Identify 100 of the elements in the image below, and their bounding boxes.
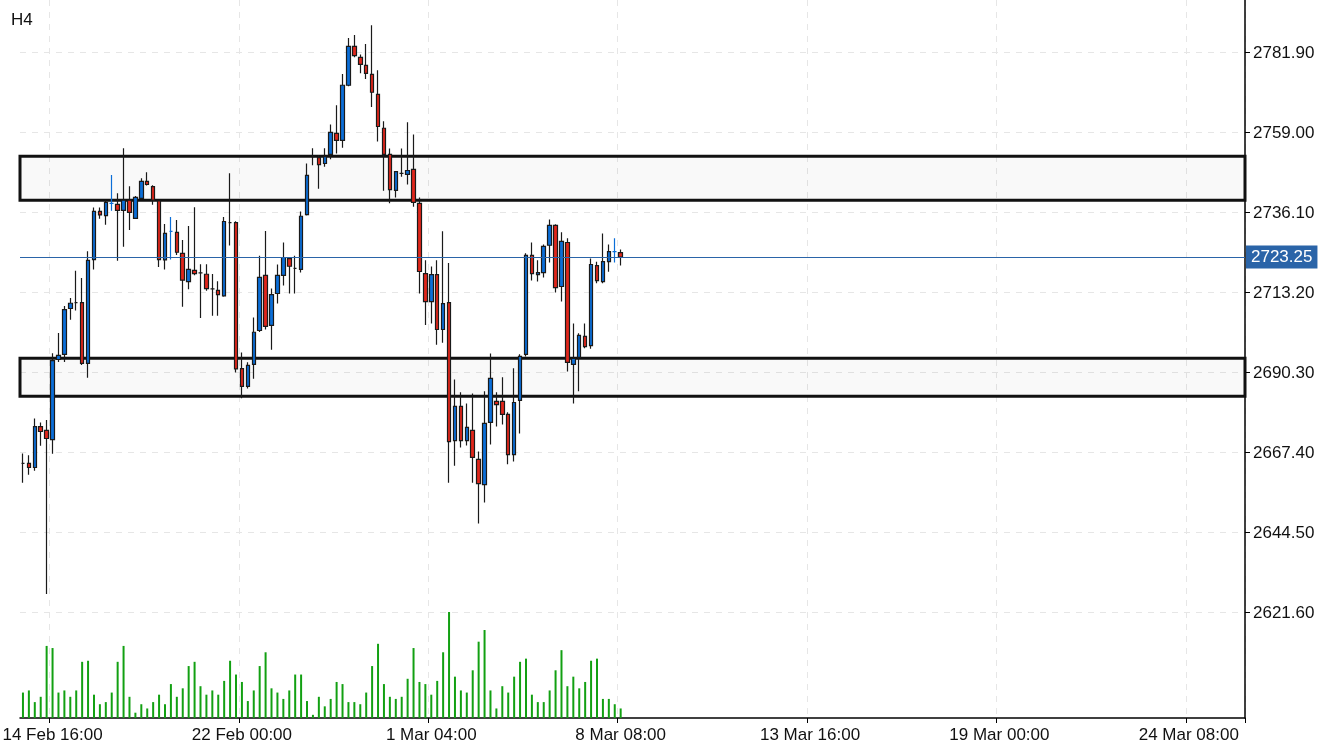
bar <box>453 676 456 718</box>
bar <box>104 702 107 718</box>
bar <box>240 681 243 718</box>
candlestick <box>85 250 91 379</box>
candlestick <box>357 53 364 74</box>
bar <box>116 661 119 718</box>
candlestick <box>375 69 381 143</box>
bar <box>388 696 391 718</box>
candlestick <box>245 361 251 390</box>
bar <box>542 702 545 718</box>
bar <box>459 690 462 718</box>
bar <box>442 652 445 718</box>
candlestick <box>67 297 74 321</box>
bar <box>536 702 539 718</box>
candlestick <box>97 206 103 220</box>
bar <box>158 694 161 718</box>
bar <box>146 708 149 718</box>
candlestick <box>540 243 547 279</box>
bar <box>323 706 326 718</box>
bar <box>406 678 409 718</box>
bar <box>317 696 320 718</box>
bar <box>98 704 101 718</box>
candlestick <box>209 273 216 317</box>
candlestick <box>582 322 588 349</box>
bar <box>584 681 587 718</box>
candlestick <box>298 210 304 274</box>
bar <box>306 701 309 718</box>
bar <box>566 686 569 718</box>
bar <box>300 674 303 718</box>
candlestick <box>26 454 32 476</box>
candlestick <box>156 199 162 268</box>
bar <box>560 650 563 718</box>
bar <box>418 681 421 718</box>
bar <box>169 684 172 718</box>
candlestick <box>61 305 68 363</box>
candlestick <box>292 255 298 295</box>
bar <box>27 690 30 718</box>
bar <box>223 680 226 718</box>
candlestick <box>215 280 221 317</box>
y-tick-label: 2713.20 <box>1253 282 1315 302</box>
bar <box>329 698 332 718</box>
candlestick <box>91 206 97 270</box>
bar <box>51 648 54 718</box>
candlestick <box>304 162 310 217</box>
candlestick <box>469 392 476 484</box>
candlestick <box>576 332 582 392</box>
bar <box>430 694 433 718</box>
bar <box>519 661 522 718</box>
bar <box>258 666 261 718</box>
ref-line-label: 2723.25 <box>1251 247 1313 267</box>
bar <box>288 690 291 718</box>
candlestick <box>458 391 464 449</box>
bar <box>465 692 468 718</box>
x-tick-label: 24 Mar 08:00 <box>1138 725 1239 744</box>
bar <box>448 612 451 718</box>
bar <box>211 690 214 718</box>
bar <box>590 660 593 718</box>
y-tick-label: 2621.60 <box>1253 602 1315 622</box>
bar <box>175 696 178 718</box>
y-tick-label: 2759.00 <box>1253 122 1315 142</box>
bar <box>264 652 267 718</box>
bar <box>489 690 492 718</box>
bar <box>199 686 202 718</box>
candlestick <box>529 241 535 282</box>
bar <box>57 692 60 718</box>
bar <box>270 688 273 718</box>
candlestick <box>600 232 606 284</box>
bar <box>513 676 516 718</box>
bar <box>140 704 143 718</box>
bar <box>495 708 498 718</box>
candlestick <box>55 332 62 363</box>
candlestick <box>108 174 115 212</box>
candlestick <box>316 154 322 190</box>
candlestick <box>588 257 594 350</box>
bar <box>75 690 78 718</box>
bar <box>341 684 344 718</box>
candlestick <box>517 353 523 435</box>
x-tick-label: 22 Feb 00:00 <box>191 725 293 744</box>
bar <box>152 702 155 718</box>
bar <box>477 641 480 718</box>
bar <box>21 692 24 718</box>
candlestick <box>174 219 180 256</box>
candlestick <box>221 216 227 298</box>
bar <box>371 666 374 718</box>
bar <box>572 676 575 718</box>
candlestick <box>387 147 393 204</box>
candlestick <box>452 378 458 467</box>
bar <box>122 645 125 718</box>
bar <box>412 648 415 718</box>
candlestick <box>103 199 109 226</box>
bar <box>134 712 137 718</box>
candlestick <box>73 270 79 312</box>
text: H4 <box>11 10 33 29</box>
bar <box>110 692 113 718</box>
candlestick <box>511 367 517 463</box>
candlestick <box>617 248 624 267</box>
bar <box>311 714 314 718</box>
bar <box>181 688 184 718</box>
bar <box>252 690 255 718</box>
bar <box>377 643 380 718</box>
